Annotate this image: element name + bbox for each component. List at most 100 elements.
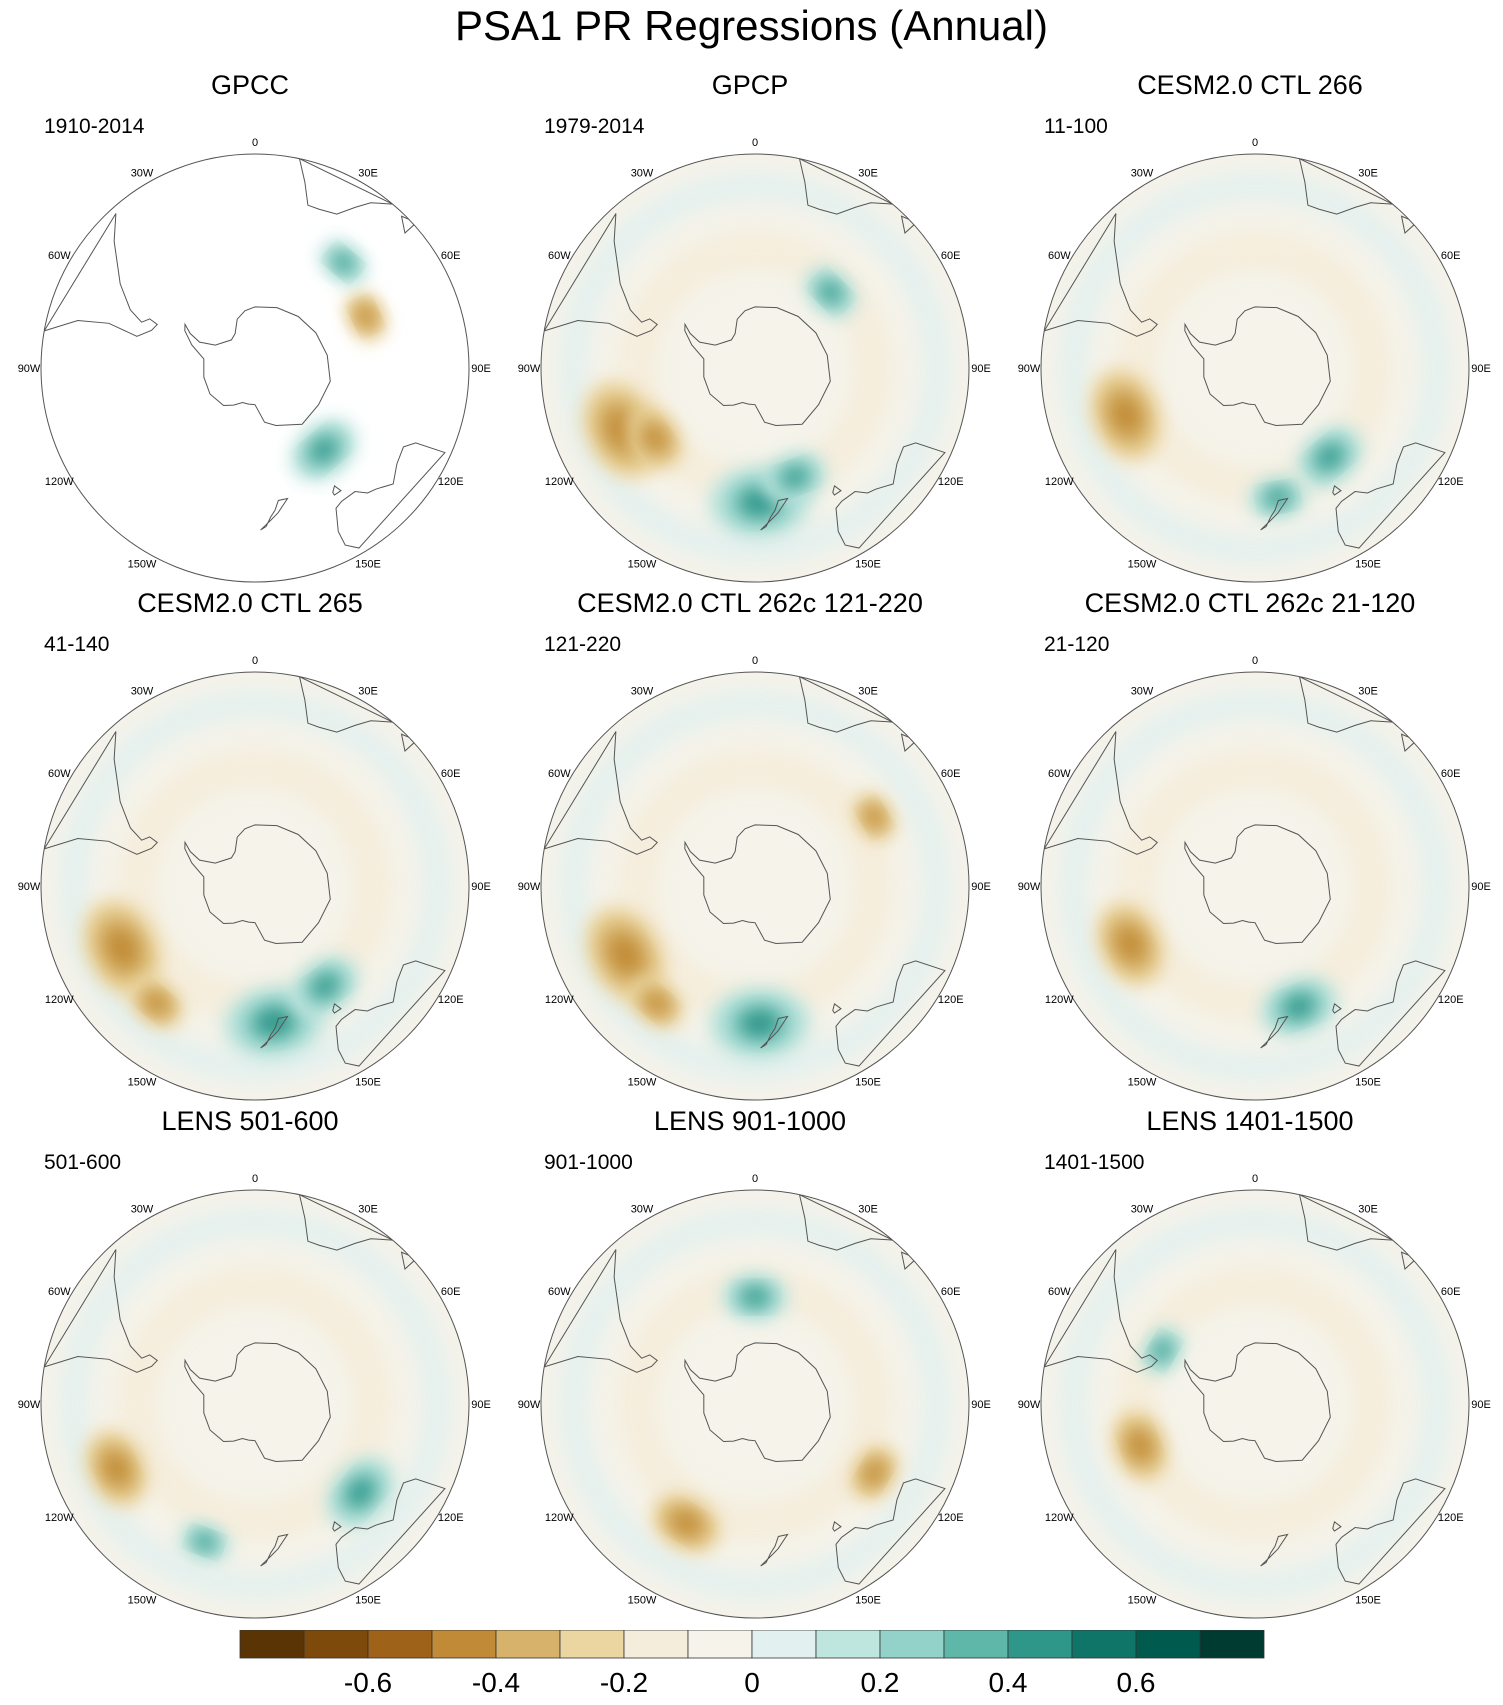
longitude-label: 60W (548, 1286, 571, 1298)
ring-anomaly (1058, 171, 1452, 565)
period-label: 501-600 (42, 1151, 124, 1175)
dry-anomaly-region (644, 426, 666, 451)
dry-anomaly-region (1116, 927, 1144, 961)
map-boundary (40, 153, 470, 583)
wet-anomaly-region (334, 253, 353, 272)
coastline-tasmania (832, 485, 842, 496)
dry-anomaly-region (146, 993, 168, 1013)
coastline-samerica (43, 213, 159, 337)
period-label: 121-220 (542, 633, 624, 657)
colorbar-swatch (879, 1630, 945, 1659)
longitude-label: 120E (438, 1512, 464, 1524)
panel-title: CESM2.0 CTL 266 (1137, 70, 1363, 100)
colorbar: -0.6 -0.4 -0.2 0 0.2 0.4 0.6 (239, 1630, 1265, 1698)
period-label: 11-100 (1042, 115, 1110, 139)
longitude-label: 120W (45, 994, 74, 1006)
colorbar-tick-label: 0.2 (861, 1667, 900, 1698)
longitude-label: 0 (252, 1173, 258, 1185)
map-panel: LENS 1401-1500 0 30E 60E 90E 120E 150E 180 150W 1… (1000, 1106, 1500, 1626)
ring-anomaly (1117, 748, 1393, 1024)
longitude-label: 30W (1131, 167, 1154, 179)
longitude-label: 120W (1045, 994, 1074, 1006)
coastline-antarctica (684, 1342, 831, 1462)
polar-map: 0 30E 60E 90E 120E 150E 180 150W 120W 90W 60W 30W (518, 137, 991, 590)
longitude-label: 180 (746, 1107, 764, 1108)
longitude-label: 120E (438, 476, 464, 488)
map-panel: CESM2.0 CTL 266 0 30E 60E 90E 120E 150E 180 150W… (1000, 70, 1500, 590)
longitude-label: 150E (855, 559, 881, 571)
colorbar-swatch (943, 1630, 1009, 1659)
longitude-label: 90W (18, 363, 41, 375)
colorbar-swatch (303, 1630, 369, 1659)
wet-anomaly-region (311, 974, 339, 999)
coastline-australia (335, 442, 446, 549)
polar-map: 0 30E 60E 90E 120E 150E 180 150W 120W 90W 60W 30W (18, 655, 491, 1108)
coastline-samerica (543, 731, 659, 855)
colorbar-swatch (367, 1630, 433, 1659)
map-boundary (1040, 153, 1470, 583)
colorbar-tick-label: 0.6 (1117, 1667, 1156, 1698)
colorbar-tick-label: 0 (744, 1667, 760, 1698)
longitude-label: 90W (1018, 881, 1041, 893)
wet-anomaly-region (1266, 489, 1290, 506)
panel-title: CESM2.0 CTL 265 (137, 588, 363, 618)
colorbar-tick-label: -0.4 (472, 1667, 520, 1698)
wet-anomaly-region (346, 1478, 374, 1507)
polar-map: 0 30E 60E 90E 120E 150E 180 150W 120W 90W 60W 30W (518, 1173, 991, 1626)
longitude-label: 150E (355, 1595, 381, 1607)
colorbar-swatch (623, 1630, 689, 1659)
longitude-label: 30E (358, 1203, 378, 1215)
longitude-label: 30W (131, 167, 154, 179)
panel-title: CESM2.0 CTL 262c 121-220 (577, 588, 923, 618)
coastline-africa (298, 675, 393, 733)
ring-anomaly (58, 1207, 452, 1601)
longitude-label: 120W (545, 476, 574, 488)
panel-title: LENS 1401-1500 (1146, 1106, 1354, 1136)
coastline-africa (1298, 675, 1393, 733)
coastline-australia (1335, 1478, 1446, 1585)
longitude-label: 150W (128, 559, 157, 571)
coastline-australia (835, 442, 946, 549)
ring-anomaly (558, 1207, 952, 1601)
coastline-africa (298, 1193, 393, 1251)
longitude-label: 60E (941, 250, 961, 262)
period-label: 41-140 (42, 633, 112, 657)
longitude-label: 30W (631, 685, 654, 697)
coastline-samerica (1043, 1249, 1159, 1373)
coastline-australia (835, 960, 946, 1067)
longitude-label: 90W (518, 1399, 541, 1411)
longitude-label: 150E (1355, 1595, 1381, 1607)
longitude-label: 30W (631, 1203, 654, 1215)
colorbar-tick-label: 0.4 (989, 1667, 1028, 1698)
coastline-newzealand (260, 497, 289, 531)
ring-anomaly (1117, 1266, 1393, 1542)
colorbar-tick-label: -0.6 (344, 1667, 392, 1698)
longitude-label: 60E (1441, 250, 1461, 262)
longitude-label: 60E (1441, 1286, 1461, 1298)
longitude-label: 150W (628, 1595, 657, 1607)
map-boundary (540, 1189, 970, 1619)
longitude-label: 0 (752, 1173, 758, 1185)
colorbar-swatch (1007, 1630, 1073, 1659)
longitude-label: 90E (1471, 363, 1491, 375)
longitude-label: 180 (746, 1625, 764, 1626)
coastline-samerica (43, 1249, 159, 1373)
longitude-label: 150W (1128, 559, 1157, 571)
wet-anomaly-region (820, 282, 841, 303)
wet-anomaly-region (1283, 994, 1315, 1019)
longitude-label: 30W (1131, 1203, 1154, 1215)
colorbar-swatch (687, 1630, 753, 1659)
ring-anomaly (117, 1266, 393, 1542)
longitude-label: 150E (855, 1077, 881, 1089)
coastline-africa (1298, 157, 1393, 215)
map-panel: GPCP 0 30E 60E 90E 120E 150E 180 150W 120W 90W 60W 3… (500, 70, 1000, 590)
map-boundary (1040, 1189, 1470, 1619)
polar-map: 0 30E 60E 90E 120E 150E 180 150W 120W 90W 60W 30W (518, 655, 991, 1108)
longitude-label: 120E (938, 994, 964, 1006)
longitude-label: 90W (1018, 363, 1041, 375)
coastline-tasmania (1332, 1003, 1342, 1014)
map-panel: LENS 501-600 0 30E 60E 90E 120E 150E 180 150W 120… (0, 1106, 500, 1626)
longitude-label: 90E (471, 363, 491, 375)
longitude-label: 90E (1471, 1399, 1491, 1411)
colorbar-swatch (1199, 1630, 1265, 1659)
